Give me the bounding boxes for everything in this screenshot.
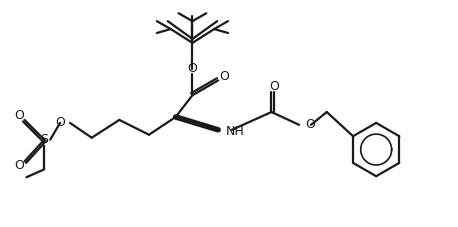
Text: O: O — [269, 80, 279, 93]
Text: O: O — [187, 62, 197, 75]
Text: NH: NH — [226, 125, 245, 138]
Text: O: O — [219, 70, 229, 83]
Text: O: O — [15, 109, 25, 123]
Text: O: O — [305, 118, 315, 131]
Text: S: S — [40, 133, 48, 146]
Text: O: O — [15, 159, 25, 172]
Text: O: O — [55, 116, 65, 129]
